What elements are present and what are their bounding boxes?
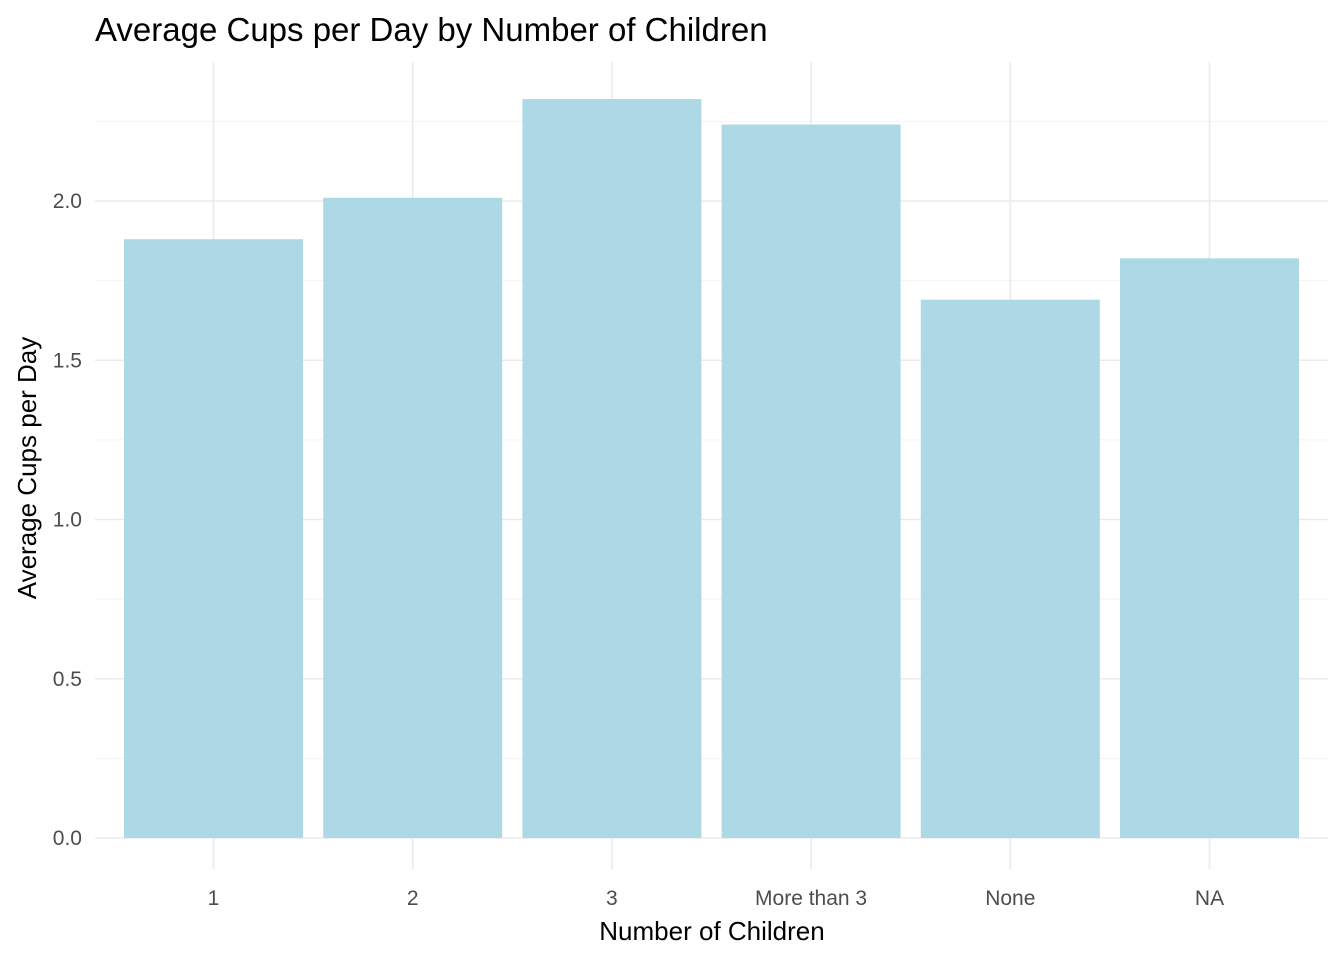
y-tick-label: 2.0 [53,190,82,213]
bars [124,99,1299,839]
bar-3 [522,99,702,838]
x-tick-label: None [985,887,1035,910]
x-axis-title: Number of Children [599,916,824,946]
y-tick-label: 1.5 [53,349,82,372]
x-axis-ticks: 1 2 3 More than 3 None NA [208,887,1224,910]
bar-none [920,299,1100,838]
chart-title: Average Cups per Day by Number of Childr… [95,11,768,48]
y-axis-ticks: 0.0 0.5 1.0 1.5 2.0 [53,190,82,850]
y-tick-label: 1.0 [53,509,82,532]
x-tick-label: 1 [208,887,220,910]
bar-more-than-3 [721,124,901,838]
bar-2 [323,197,503,838]
x-tick-label: 3 [606,887,618,910]
y-tick-label: 0.0 [53,827,82,850]
x-tick-label: NA [1195,887,1224,910]
y-tick-label: 0.5 [53,668,82,691]
x-tick-label: 2 [407,887,419,910]
x-tick-label: More than 3 [755,887,867,910]
bar-na [1120,258,1299,839]
bar-1 [124,239,303,839]
y-axis-title: Average Cups per Day [12,337,42,600]
